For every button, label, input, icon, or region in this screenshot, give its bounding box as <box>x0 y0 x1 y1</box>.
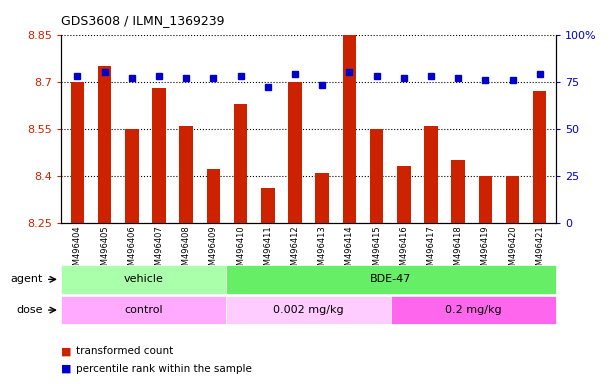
Bar <box>343 35 356 223</box>
Bar <box>234 104 247 223</box>
Bar <box>152 88 166 223</box>
Text: 0.002 mg/kg: 0.002 mg/kg <box>273 305 344 315</box>
Text: control: control <box>124 305 163 315</box>
Text: GDS3608 / ILMN_1369239: GDS3608 / ILMN_1369239 <box>61 14 225 27</box>
Bar <box>98 66 111 223</box>
Text: percentile rank within the sample: percentile rank within the sample <box>76 364 252 374</box>
Bar <box>125 129 139 223</box>
Text: vehicle: vehicle <box>123 274 164 285</box>
Bar <box>207 169 220 223</box>
Bar <box>424 126 437 223</box>
Bar <box>370 129 383 223</box>
Bar <box>71 82 84 223</box>
Bar <box>452 160 465 223</box>
Bar <box>397 166 411 223</box>
Text: 0.2 mg/kg: 0.2 mg/kg <box>445 305 502 315</box>
Text: transformed count: transformed count <box>76 346 174 356</box>
Text: ■: ■ <box>61 346 71 356</box>
Bar <box>533 91 546 223</box>
Bar <box>288 82 302 223</box>
Bar <box>506 175 519 223</box>
Bar <box>180 126 193 223</box>
Bar <box>478 175 492 223</box>
Text: dose: dose <box>16 305 43 315</box>
Text: agent: agent <box>10 274 43 285</box>
Text: BDE-47: BDE-47 <box>370 274 412 285</box>
Bar <box>261 188 274 223</box>
Bar <box>315 172 329 223</box>
Text: ■: ■ <box>61 364 71 374</box>
